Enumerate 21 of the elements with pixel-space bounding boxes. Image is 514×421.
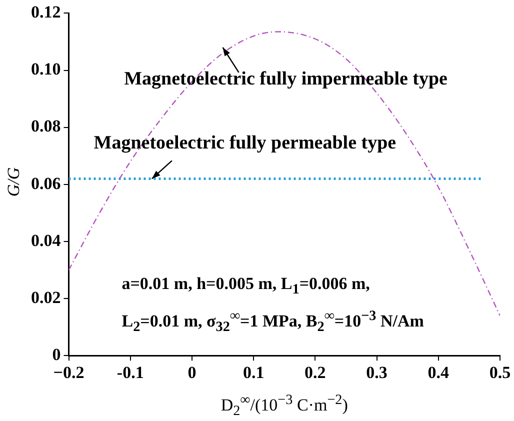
y-tick-label: 0.06 — [31, 174, 61, 193]
x-tick-label: 0.2 — [304, 363, 326, 382]
y-tick-label: 0 — [52, 344, 61, 364]
x-tick-label: 0.3 — [366, 363, 388, 382]
x-axis-title: D$_{2}$$^{∞}$/(10$^{−3}$ C·m$^{−2}$) — [220, 392, 349, 420]
x-tick-label: −0.2 — [53, 363, 84, 382]
annotation: Magnetoelectric fully permeable type — [94, 132, 396, 154]
annotation: Magnetoelectric fully impermeable type — [124, 68, 448, 90]
y-tick-label: 0.08 — [31, 116, 61, 136]
y-axis-title: G/G — [4, 166, 24, 200]
x-tick-label: 0.5 — [489, 363, 511, 382]
y-tick-label: 0.04 — [31, 230, 62, 250]
text: L$_{2}$=0.01 m, σ$_{32}$$^{∞}$=1 MPa, B$_{2}$$^{∞}$=10$^{−3}$ N/Am — [122, 308, 424, 335]
annotation: a=0.01 m, h=0.005 m, L$_{1}$=0.006 m, — [122, 273, 371, 300]
x-tick-label: -0.1 — [116, 363, 144, 382]
y-tick-label: 0.10 — [31, 60, 61, 79]
x-tick-label: 0 — [188, 363, 196, 382]
x-tick-label: 0.4 — [428, 363, 450, 382]
x-tick-label: 0.1 — [242, 363, 264, 382]
y-tick-label: 0.12 — [31, 2, 61, 22]
y-tick-label: 0.02 — [31, 288, 61, 307]
